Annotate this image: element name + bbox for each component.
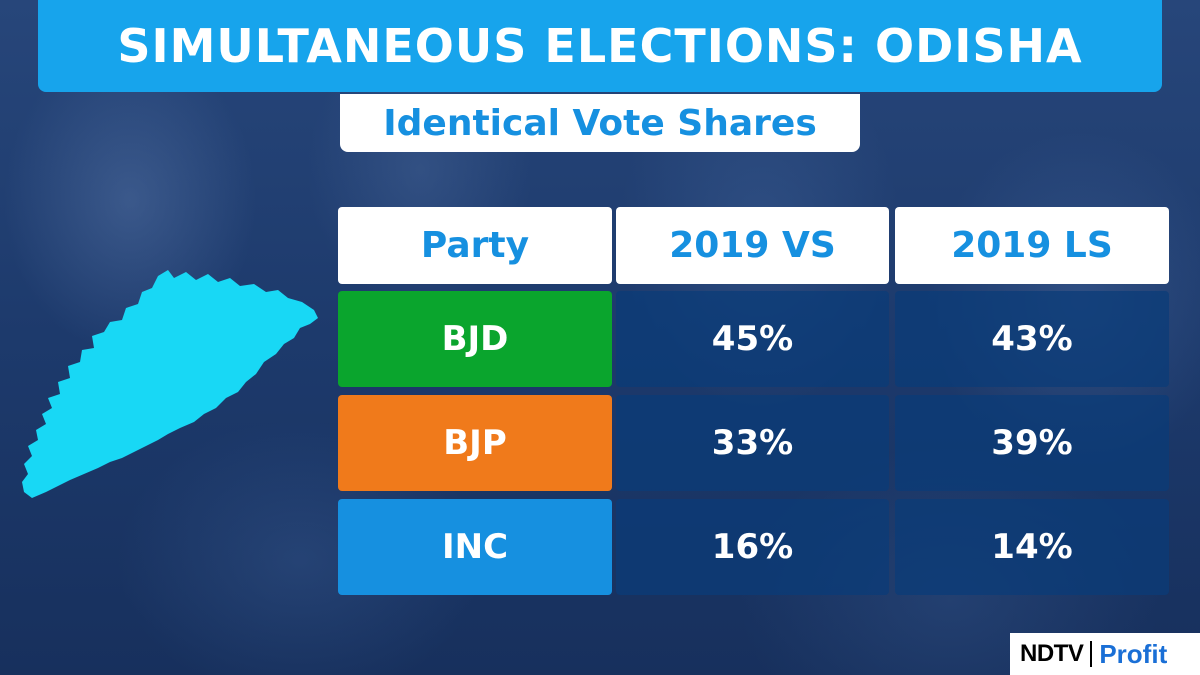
logo-product: Profit (1099, 638, 1168, 669)
party-cell-bjp: BJP (338, 395, 612, 491)
column-header-2019-vs: 2019 VS (616, 207, 889, 284)
party-cell-bjd: BJD (338, 291, 612, 387)
vs-cell-inc: 16% (616, 499, 889, 595)
ls-cell-inc: 14% (895, 499, 1169, 595)
vs-cell-bjp: 33% (616, 395, 889, 491)
party-cell-inc: INC (338, 499, 612, 595)
ndtv-profit-logo: NDTV Profit (1010, 633, 1200, 675)
odisha-map-icon (22, 270, 318, 498)
page-subtitle: Identical Vote Shares (383, 102, 817, 144)
vs-cell-bjd: 45% (616, 291, 889, 387)
column-header-party: Party (338, 207, 612, 284)
ls-cell-bjp: 39% (895, 395, 1169, 491)
subtitle-banner: Identical Vote Shares (340, 94, 860, 152)
logo-brand: NDTV (1020, 640, 1084, 667)
ls-cell-bjd: 43% (895, 291, 1169, 387)
vote-share-table: Party 2019 VS 2019 LS BJD 45% 43% BJP 33… (338, 207, 1169, 597)
odisha-shape (22, 270, 318, 498)
title-banner: SIMULTANEOUS ELECTIONS: ODISHA (38, 0, 1162, 92)
page-title: SIMULTANEOUS ELECTIONS: ODISHA (117, 19, 1083, 73)
logo-divider (1090, 641, 1093, 667)
column-header-2019-ls: 2019 LS (895, 207, 1169, 284)
